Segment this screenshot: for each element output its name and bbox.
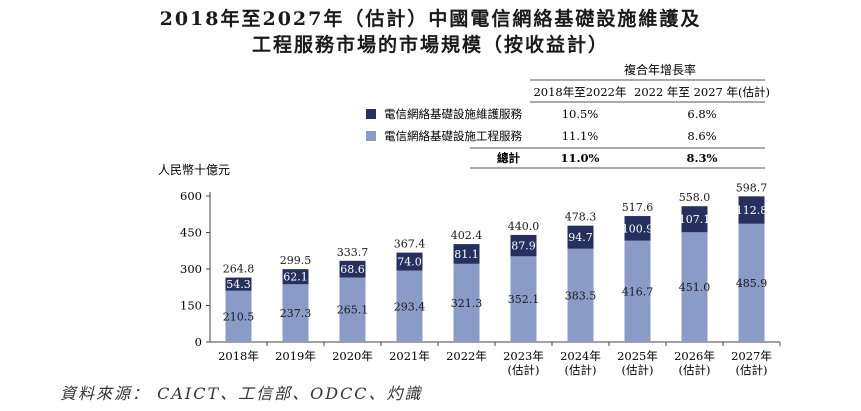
data-label-total: 558.0 [679, 191, 711, 204]
bar-engineering [624, 240, 651, 342]
cagr-engineering-2018-2022: 11.1% [562, 129, 599, 143]
x-tick-label: 2022年 [446, 349, 487, 363]
x-tick-label: 2020年 [332, 349, 373, 363]
bar-maintenance [510, 234, 537, 257]
legend-swatch-maintenance [366, 109, 376, 119]
bar-engineering [510, 256, 537, 342]
bar-maintenance [339, 260, 366, 278]
data-label-total: 517.6 [622, 201, 654, 214]
y-tick-label: 450 [180, 226, 202, 240]
data-label-engineering: 451.0 [679, 281, 711, 294]
data-label-engineering: 265.1 [337, 304, 369, 317]
data-label-maintenance: 81.1 [454, 248, 479, 261]
data-label-maintenance: 54.3 [226, 278, 251, 291]
data-label-engineering: 321.3 [451, 297, 483, 310]
bar-maintenance [567, 225, 594, 249]
cagr-header: 複合年增長率 [624, 62, 696, 77]
data-label-engineering: 237.3 [280, 307, 312, 320]
data-label-total: 333.7 [337, 246, 369, 259]
y-tick-label: 150 [180, 299, 202, 313]
legend-label-maintenance: 電信網絡基礎設施維護服務 [384, 107, 522, 121]
data-label-engineering: 352.1 [508, 293, 540, 306]
y-axis-label: 人民幣十億元 [158, 163, 230, 177]
data-label-maintenance: 107.1 [679, 213, 711, 226]
legend-swatch-engineering [366, 131, 376, 141]
legend-label-engineering: 電信網絡基礎設施工程服務 [384, 129, 522, 143]
bar-maintenance [225, 277, 252, 291]
data-label-maintenance: 62.1 [283, 271, 308, 284]
x-tick-label: 2027年 [731, 349, 772, 363]
bar-maintenance [396, 252, 423, 271]
data-label-total: 440.0 [508, 220, 540, 233]
chart-title-line-1: 2018年至2027年（估計）中國電信網絡基礎設施維護及 [159, 8, 702, 30]
data-label-total: 367.4 [394, 238, 426, 251]
data-label-total: 478.3 [565, 211, 597, 224]
bar-engineering [225, 290, 252, 342]
x-tick-sublabel: (估計) [736, 363, 768, 377]
data-label-engineering: 485.9 [736, 277, 768, 290]
plot-area: 0 150 300 450 600 210.5 54.3 264.8 2018年 237.3 62.… [180, 181, 781, 377]
total-label: 總計 [497, 151, 520, 165]
x-tick-sublabel: (估計) [679, 363, 711, 377]
data-label-engineering: 210.5 [223, 310, 255, 323]
cagr-table: 複合年增長率 2018年至2022年 2022 年至 2027 年(估計) 電信… [366, 62, 770, 169]
data-label-maintenance: 100.9 [622, 222, 654, 235]
bar-engineering [339, 277, 366, 342]
data-label-maintenance: 112.8 [736, 204, 768, 217]
data-label-maintenance: 68.6 [340, 263, 365, 276]
data-label-engineering: 383.5 [565, 289, 597, 302]
cagr-maintenance-2018-2022: 10.5% [562, 107, 599, 121]
data-label-total: 299.5 [280, 254, 312, 267]
y-tick-label: 600 [180, 189, 202, 203]
bar-maintenance [453, 244, 480, 264]
x-tick-sublabel: (估計) [508, 363, 540, 377]
chart-title-line-2: 工程服務市場的市場規模（按收益計） [251, 34, 609, 56]
bar-maintenance [624, 216, 651, 241]
cagr-total-2018-2022: 11.0% [561, 151, 600, 165]
x-tick-label: 2025年 [617, 349, 658, 363]
bar-maintenance [282, 269, 309, 285]
cagr-maintenance-2022-2027: 6.8% [687, 107, 716, 121]
y-tick-label: 300 [180, 262, 202, 276]
x-tick-label: 2023年 [503, 349, 544, 363]
x-tick-sublabel: (估計) [565, 363, 597, 377]
y-tick-label: 0 [195, 335, 202, 349]
bar-maintenance [681, 206, 708, 233]
x-tick-label: 2026年 [674, 349, 715, 363]
x-tick-sublabel: (估計) [622, 363, 654, 377]
cagr-engineering-2022-2027: 8.6% [687, 129, 716, 143]
bar-engineering [396, 270, 423, 342]
bar-engineering [282, 284, 309, 342]
data-label-engineering: 416.7 [622, 285, 654, 298]
x-tick-label: 2018年 [218, 349, 259, 363]
source-note: 資料來源： CAICT、工信部、ODCC、灼識 [60, 384, 423, 403]
x-tick-label: 2021年 [389, 349, 430, 363]
x-tick-label: 2019年 [275, 349, 316, 363]
bar-engineering [453, 263, 480, 342]
cagr-col1-header: 2018年至2022年 [533, 85, 626, 99]
data-label-total: 264.8 [223, 263, 255, 276]
cagr-total-2022-2027: 8.3% [687, 151, 718, 165]
data-label-maintenance: 74.0 [397, 256, 422, 269]
bar-maintenance [738, 196, 765, 224]
x-tick-label: 2024年 [560, 349, 601, 363]
data-label-engineering: 293.4 [394, 300, 426, 313]
data-label-maintenance: 94.7 [568, 231, 593, 244]
data-label-total: 402.4 [451, 229, 483, 242]
cagr-col2-header: 2022 年至 2027 年(估計) [634, 85, 770, 99]
data-label-total: 598.7 [736, 181, 768, 194]
bar-engineering [567, 248, 594, 342]
bar-engineering [738, 223, 765, 342]
data-label-maintenance: 87.9 [511, 240, 536, 253]
bar-engineering [681, 232, 708, 342]
